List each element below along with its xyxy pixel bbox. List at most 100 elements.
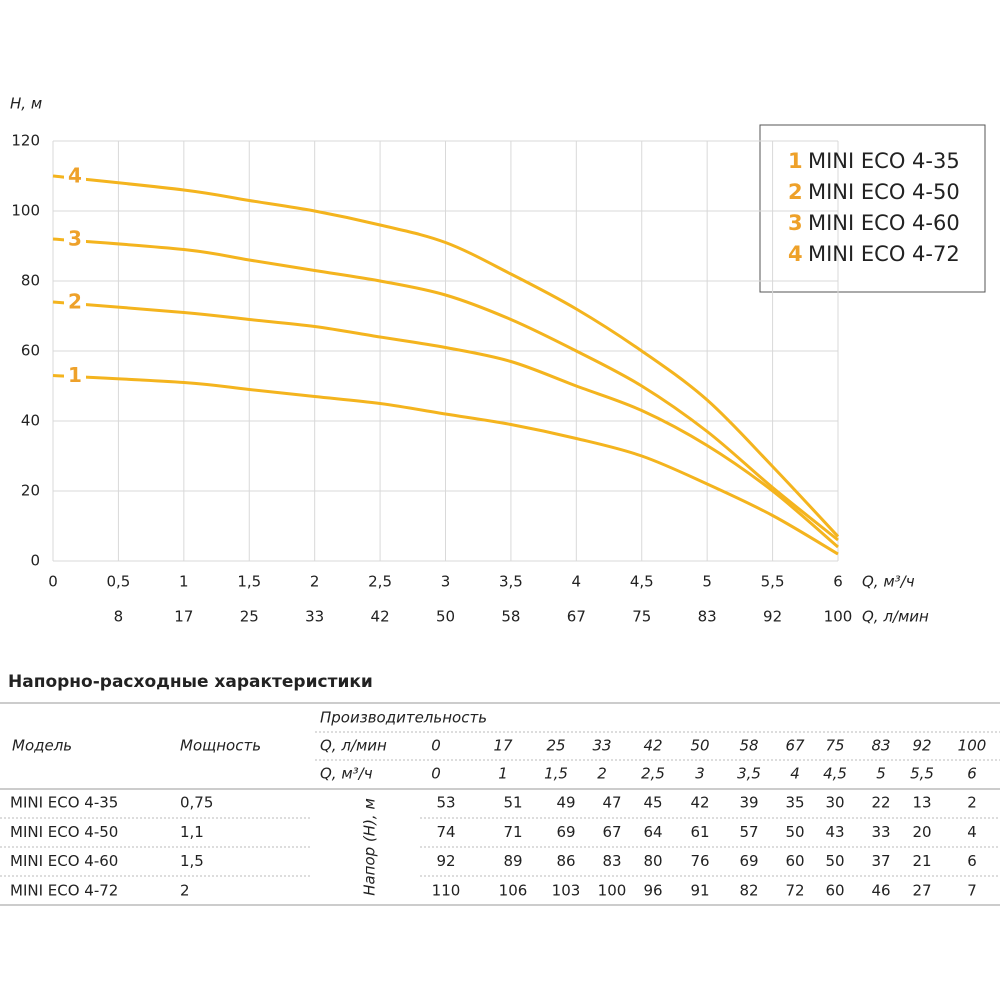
- y-tick-label: 0: [30, 552, 40, 570]
- legend-number: 3: [788, 211, 803, 235]
- legend-label: MINI ECO 4-35: [808, 149, 960, 173]
- curve-label: 4: [68, 164, 82, 188]
- cell: 53: [436, 794, 455, 812]
- cell: 96: [643, 881, 662, 899]
- cell: 46: [871, 881, 890, 899]
- y-tick-label: 80: [21, 272, 40, 290]
- header: Q, м³/ч: [320, 765, 373, 783]
- x2-tick-label: 92: [763, 608, 782, 626]
- x2-tick-label: 25: [240, 608, 259, 626]
- cell: 86: [556, 852, 575, 870]
- cell: 1,5: [180, 852, 204, 870]
- cell: 1: [498, 765, 508, 783]
- cell: 60: [785, 852, 804, 870]
- x-tick-label: 5,5: [761, 573, 785, 591]
- cell: 50: [690, 737, 709, 755]
- cell: 27: [912, 881, 931, 899]
- x-tick-label: 0,5: [106, 573, 130, 591]
- cell: 2: [180, 881, 190, 899]
- x-tick-label: 2,5: [368, 573, 392, 591]
- x-tick-label: 5: [702, 573, 712, 591]
- cell: 0: [431, 765, 441, 783]
- cell: 42: [643, 737, 662, 755]
- cell: 50: [785, 823, 804, 841]
- curve: [52, 237, 839, 542]
- cell: 21: [912, 852, 931, 870]
- y-tick-label: 40: [21, 412, 40, 430]
- cell: 4: [967, 823, 977, 841]
- x-tick-label: 1: [179, 573, 189, 591]
- x2-tick-label: 33: [305, 608, 324, 626]
- x2-tick-label: 100: [824, 608, 853, 626]
- legend-label: MINI ECO 4-60: [808, 211, 960, 235]
- header: Q, л/мин: [320, 737, 387, 755]
- cell: 17: [493, 737, 513, 755]
- cell: 91: [690, 881, 709, 899]
- cell: 3,5: [737, 765, 761, 783]
- cell: 1,5: [544, 765, 568, 783]
- cell: 76: [690, 852, 709, 870]
- table-title: Напорно-расходные характеристики: [8, 672, 373, 692]
- legend-number: 4: [788, 242, 803, 266]
- cell: 3: [695, 765, 705, 783]
- curve: [52, 174, 840, 538]
- curve-label: 1: [68, 363, 82, 387]
- cell: 80: [643, 852, 662, 870]
- cell: 64: [643, 823, 662, 841]
- header: Мощность: [180, 737, 261, 755]
- cell: 89: [503, 852, 522, 870]
- legend-label: MINI ECO 4-72: [808, 242, 960, 266]
- cell: 92: [912, 737, 931, 755]
- cell: 13: [912, 794, 931, 812]
- cell: 0: [431, 737, 441, 755]
- cell: 43: [825, 823, 844, 841]
- cell: 42: [690, 794, 709, 812]
- x2-tick-label: 83: [698, 608, 717, 626]
- cell: 92: [436, 852, 455, 870]
- cell: 37: [871, 852, 890, 870]
- y-tick-label: 120: [11, 132, 40, 150]
- cell: 51: [503, 794, 522, 812]
- curve-label: 3: [68, 227, 82, 251]
- x-tick-label: 1,5: [237, 573, 261, 591]
- y-tick-label: 100: [11, 202, 40, 220]
- cell: 100: [958, 737, 987, 755]
- cell: 72: [785, 881, 804, 899]
- cell: 67: [602, 823, 621, 841]
- header: Модель: [12, 737, 72, 755]
- cell: MINI ECO 4-50: [10, 823, 118, 841]
- curve-label-bg: [64, 165, 86, 187]
- cell: 39: [739, 794, 758, 812]
- x2-tick-label: 42: [371, 608, 390, 626]
- cell: 60: [825, 881, 844, 899]
- cell: 6: [967, 852, 977, 870]
- x2-axis-label: Q, л/мин: [862, 608, 929, 626]
- cell: 110: [432, 881, 461, 899]
- curve-label-bg: [64, 364, 86, 387]
- y-axis-label: H, м: [10, 95, 42, 113]
- legend-label: MINI ECO 4-50: [808, 180, 960, 204]
- cell: 2,5: [641, 765, 665, 783]
- x-tick-label: 0: [48, 573, 58, 591]
- curve-label-bg: [64, 228, 86, 250]
- cell: 7: [967, 881, 977, 899]
- cell: 5: [876, 765, 886, 783]
- x2-tick-label: 8: [114, 608, 124, 626]
- cell: 2: [967, 794, 977, 812]
- curve-label-bg: [64, 291, 86, 313]
- cell: 45: [643, 794, 662, 812]
- cell: 6: [967, 765, 977, 783]
- cell: 22: [871, 794, 890, 812]
- cell: 106: [499, 881, 528, 899]
- cell: MINI ECO 4-72: [10, 881, 118, 899]
- x-tick-label: 2: [310, 573, 320, 591]
- cell: 69: [556, 823, 575, 841]
- cell: 4: [790, 765, 800, 783]
- cell: 83: [602, 852, 621, 870]
- curve: [52, 374, 839, 556]
- header: Производительность: [320, 709, 487, 727]
- x-tick-label: 4: [572, 573, 582, 591]
- cell: 71: [503, 823, 522, 841]
- cell: 30: [825, 794, 844, 812]
- cell: 57: [739, 823, 758, 841]
